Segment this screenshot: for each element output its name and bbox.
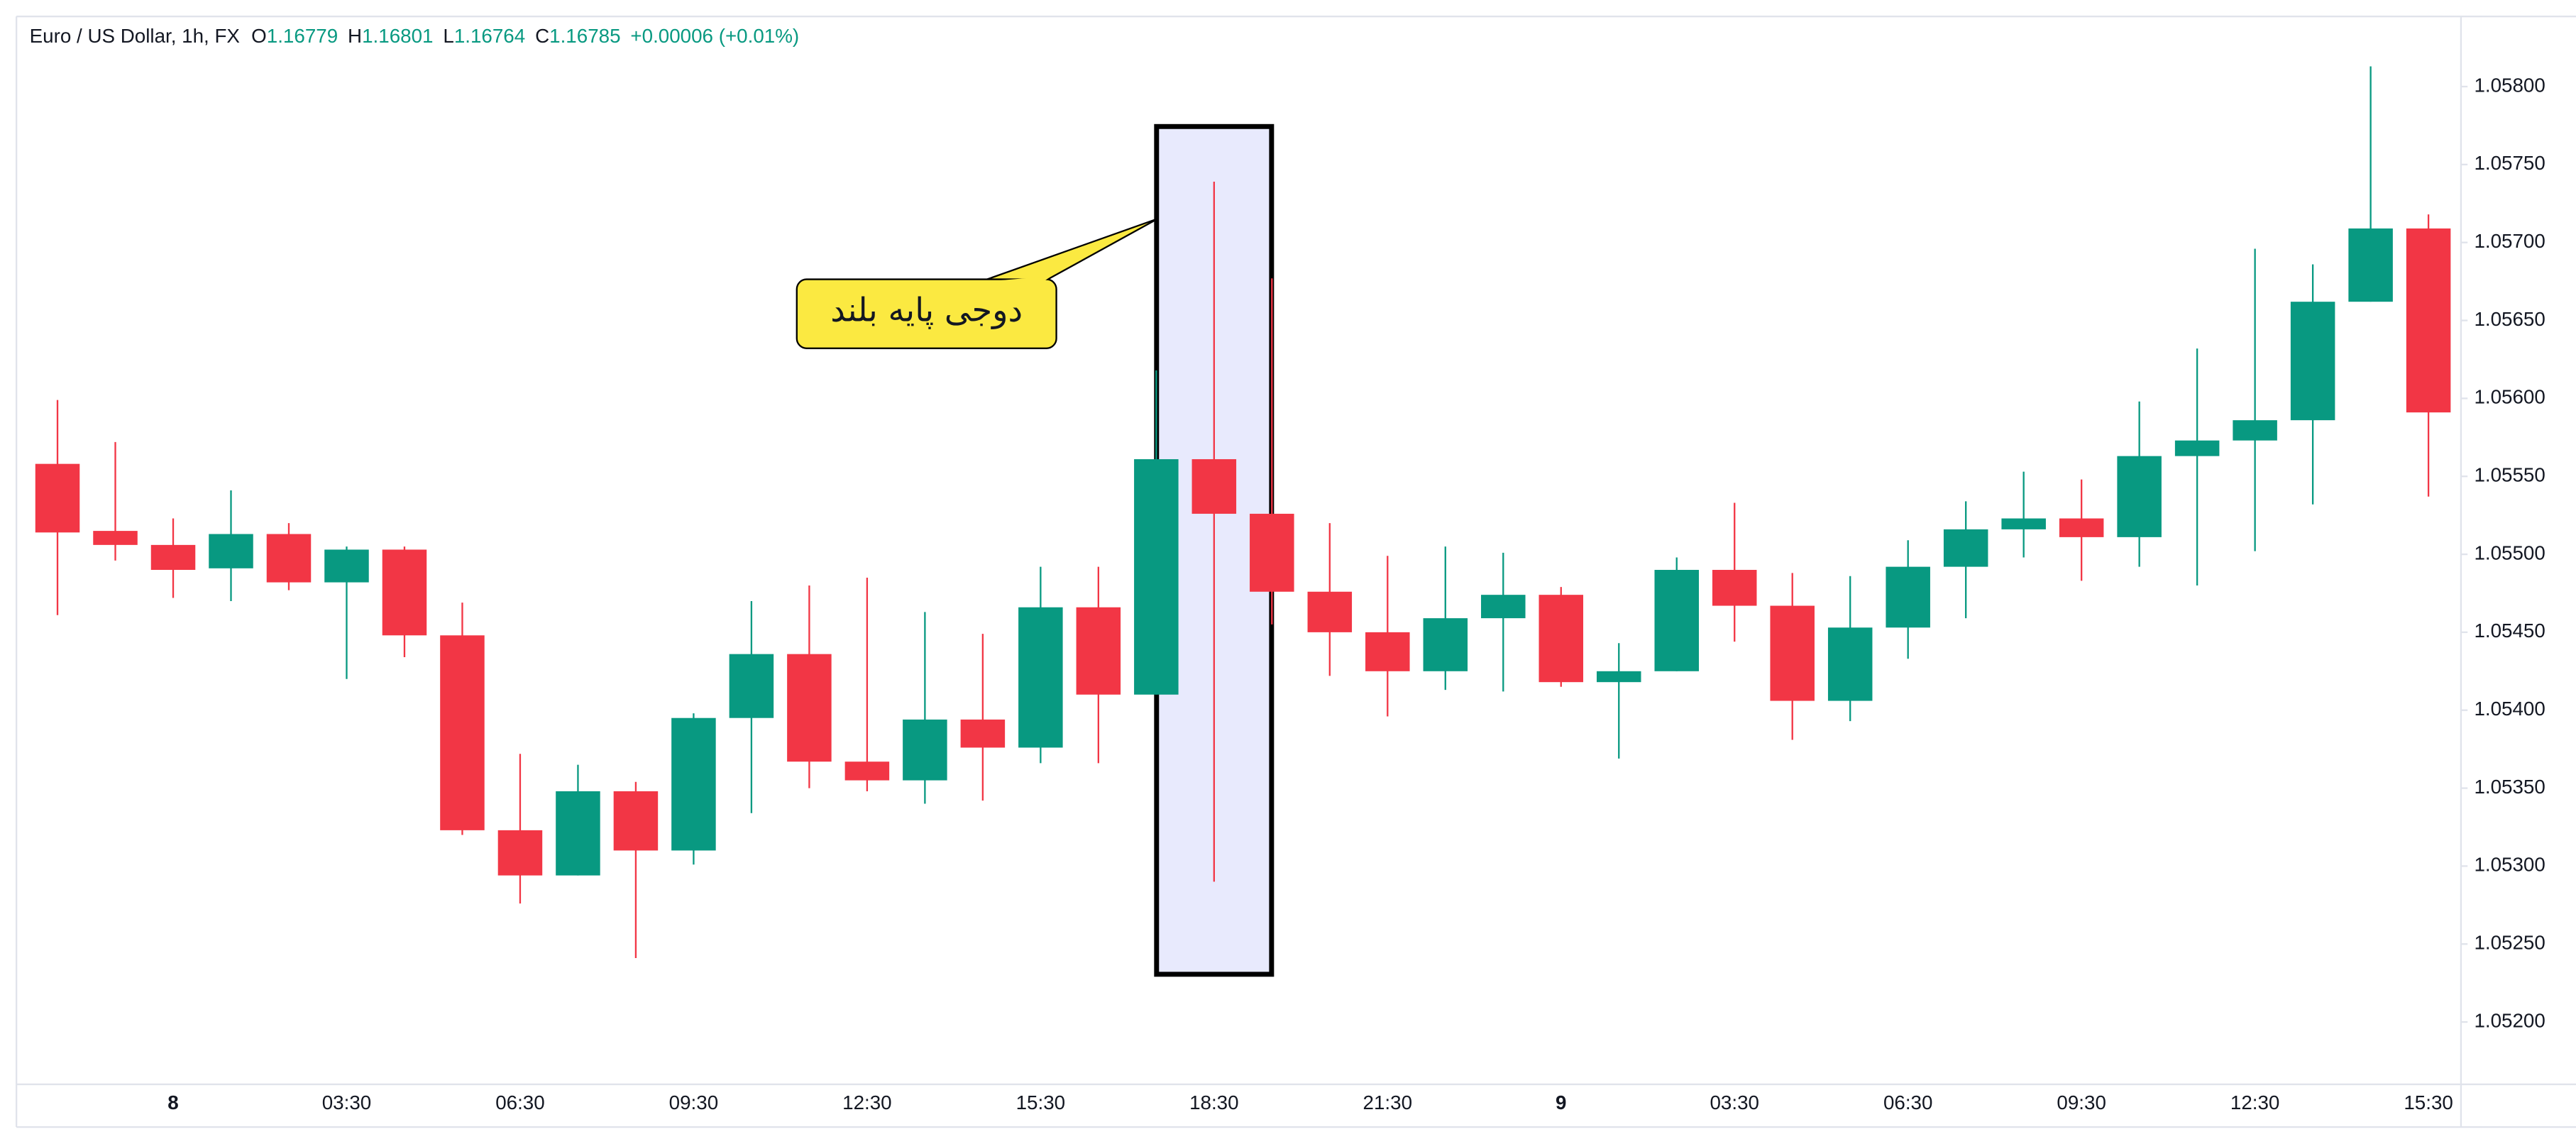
x-tick-label: 12:30 xyxy=(2230,1091,2279,1113)
x-tick-label: 03:30 xyxy=(322,1091,371,1113)
x-tick-label: 03:30 xyxy=(1710,1091,1758,1113)
candle-body xyxy=(844,761,890,781)
candle-body xyxy=(1770,605,1815,701)
candle-body xyxy=(93,531,138,545)
x-tick-label: 21:30 xyxy=(1363,1091,1412,1113)
candle-body xyxy=(1712,570,1757,606)
candle-body xyxy=(1596,671,1641,683)
x-tick-label: 09:30 xyxy=(669,1091,718,1113)
candle-body xyxy=(671,717,716,851)
callout-box xyxy=(796,278,1057,349)
ohlc-value: 1.16764 xyxy=(454,26,525,48)
candle-body xyxy=(2174,440,2220,456)
y-tick-label: 1.05650 xyxy=(2474,308,2545,330)
y-tick-label: 1.05400 xyxy=(2474,698,2545,720)
x-tick-label: 06:30 xyxy=(495,1091,544,1113)
candle-body xyxy=(382,549,427,636)
change-value: +0.00006 (+0.01%) xyxy=(630,26,799,48)
x-tick-label: 15:30 xyxy=(2404,1091,2453,1113)
candle-body xyxy=(324,549,369,583)
y-tick-label: 1.05550 xyxy=(2474,464,2545,486)
candle-body xyxy=(1076,607,1121,695)
candle-body xyxy=(556,791,600,876)
y-tick-label: 1.05800 xyxy=(2474,74,2545,96)
y-tick-label: 1.05200 xyxy=(2474,1009,2545,1031)
y-tick-label: 1.05300 xyxy=(2474,854,2545,876)
candle-body xyxy=(2290,302,2335,421)
candle-body xyxy=(1886,566,1930,628)
candle-body xyxy=(497,830,543,876)
candle-body xyxy=(2001,518,2046,529)
x-tick-label: 9 xyxy=(1556,1091,1566,1113)
candle-body xyxy=(787,654,832,762)
annotation-callout: دوجی پایه بلند xyxy=(796,217,1159,349)
x-tick-label: 18:30 xyxy=(1189,1091,1238,1113)
y-tick-label: 1.05600 xyxy=(2474,386,2545,408)
x-tick-label: 09:30 xyxy=(2057,1091,2106,1113)
candle-body xyxy=(1539,595,1584,683)
candle-body xyxy=(1018,607,1063,748)
candle-body xyxy=(1250,513,1294,592)
candle-body xyxy=(2406,228,2451,413)
candle-body xyxy=(1365,632,1410,671)
ohlc-value: 1.16779 xyxy=(267,26,338,48)
x-tick-label: 8 xyxy=(167,1091,178,1113)
candle-body xyxy=(960,719,1006,748)
annotation-text: دوجی پایه بلند xyxy=(830,290,1023,329)
candle-body xyxy=(903,719,947,781)
candle-body xyxy=(1191,459,1237,514)
ohlc-label: O xyxy=(251,26,267,48)
y-tick-label: 1.05500 xyxy=(2474,541,2545,563)
candle-body xyxy=(2348,228,2393,302)
candle-body xyxy=(2117,456,2162,537)
ohlc-label: H xyxy=(348,26,362,48)
candle-body xyxy=(2233,420,2277,441)
y-tick-label: 1.05750 xyxy=(2474,152,2545,174)
candle-body xyxy=(1654,570,1699,671)
candle-body xyxy=(150,544,196,571)
symbol-legend: Euro / US Dollar, 1h, FX O1.16779 H1.16801… xyxy=(30,26,799,48)
ohlc-label: L xyxy=(443,26,453,48)
x-tick-label: 15:30 xyxy=(1016,1091,1065,1113)
y-tick-label: 1.05450 xyxy=(2474,620,2545,642)
plot xyxy=(35,66,2451,977)
y-tick-label: 1.05700 xyxy=(2474,230,2545,252)
candle-body xyxy=(35,463,80,533)
candle-body xyxy=(1943,529,1988,567)
candle-body xyxy=(1423,618,1468,671)
symbol-title: Euro / US Dollar, 1h, FX xyxy=(30,26,240,48)
ohlc-value: 1.16801 xyxy=(362,26,433,48)
candle-body xyxy=(729,654,774,718)
ohlc-value: 1.16785 xyxy=(549,26,620,48)
candle-body xyxy=(209,534,253,568)
ohlc-label: C xyxy=(535,26,549,48)
candle-body xyxy=(613,791,659,851)
candle-body xyxy=(2059,518,2104,537)
candle-body xyxy=(1307,591,1353,632)
candle-body xyxy=(1481,595,1526,619)
candle-body xyxy=(1134,459,1179,695)
y-tick-label: 1.05250 xyxy=(2474,932,2545,954)
y-tick-label: 1.05350 xyxy=(2474,776,2545,798)
candle-body xyxy=(440,635,485,830)
callout-join xyxy=(984,275,1052,282)
x-tick-label: 12:30 xyxy=(842,1091,891,1113)
x-tick-label: 06:30 xyxy=(1883,1091,1932,1113)
candle-body xyxy=(1827,627,1873,701)
candle-body xyxy=(266,534,312,583)
